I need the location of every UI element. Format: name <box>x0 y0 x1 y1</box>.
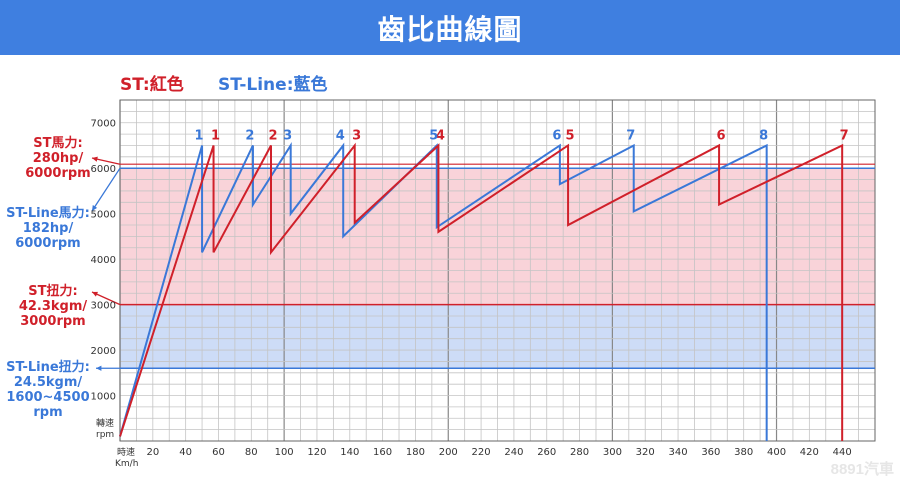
x-axis-unit: Km/h <box>115 459 138 469</box>
st-hp-value: 280hp/ <box>32 151 84 166</box>
gear-label: 3 <box>352 128 361 143</box>
x-tick-label: 420 <box>800 447 819 458</box>
x-tick-label: 360 <box>701 447 720 458</box>
gear-label: 3 <box>283 128 292 143</box>
stl-hp-rpm: 6000rpm <box>15 236 81 251</box>
stl-tq-arrow-head <box>96 365 102 371</box>
st-tq-arrow-head <box>92 291 98 297</box>
x-tick-label: 400 <box>767 447 786 458</box>
stl-hp-arrow <box>91 167 121 212</box>
x-tick-label: 380 <box>734 447 753 458</box>
stl-tq-value: 24.5kgm/ <box>13 375 83 390</box>
gear-label: 7 <box>840 128 849 143</box>
plot-frame <box>119 99 876 442</box>
st-hp-rpm: 6000rpm <box>25 166 91 181</box>
gear-label: 4 <box>336 128 345 143</box>
st-hp-arrow-head <box>92 156 98 162</box>
st-line-horsepower-label: ST-Line馬力: 182hp/ 6000rpm <box>2 206 94 251</box>
series-line-st <box>119 142 844 441</box>
x-tick-label: 40 <box>179 447 192 458</box>
y-tick-label: 4000 <box>91 255 116 266</box>
watermark-logo: 8891汽車 <box>830 461 894 478</box>
y-tick-label: 5000 <box>91 210 116 221</box>
x-tick-label: 160 <box>373 447 392 458</box>
st-torque-label: ST扭力: 42.3kgm/ 3000rpm <box>12 284 94 329</box>
st-hp-title: ST馬力: <box>33 136 83 151</box>
gear-label: 6 <box>552 128 561 143</box>
x-tick-label: 220 <box>472 447 491 458</box>
stl-tq-range: 1600~4500 <box>6 390 90 405</box>
x-axis-label: 時速 <box>117 447 135 458</box>
y-tick-label: 6000 <box>91 164 116 175</box>
stl-hp-arrow-head <box>92 205 98 211</box>
st-tq-title: ST扭力: <box>28 284 78 299</box>
x-tick-label: 100 <box>275 447 294 458</box>
y-tick-label: 2000 <box>91 346 116 357</box>
x-tick-label: 300 <box>603 447 622 458</box>
gear-label: 6 <box>717 128 726 143</box>
x-tick-label: 180 <box>406 447 425 458</box>
gear-label: 1 <box>195 128 204 143</box>
st-tq-rpm: 3000rpm <box>20 314 86 329</box>
x-tick-label: 140 <box>340 447 359 458</box>
x-tick-label: 240 <box>504 447 523 458</box>
gear-label: 1 <box>211 128 220 143</box>
gear-label: 5 <box>566 128 575 143</box>
y-tick-label: 7000 <box>91 119 116 130</box>
x-tick-label: 260 <box>537 447 556 458</box>
title-banner: 齒比曲線圖 <box>0 0 900 55</box>
gear-label: 4 <box>436 128 445 143</box>
x-tick-label: 120 <box>307 447 326 458</box>
gear-label: 2 <box>245 128 254 143</box>
stl-hp-title: ST-Line馬力: <box>6 206 90 221</box>
x-tick-label: 280 <box>570 447 589 458</box>
gear-label: 8 <box>759 128 768 143</box>
y-axis-label: 轉速 <box>96 417 114 429</box>
gear-label: 5 <box>429 128 438 143</box>
x-tick-label: 20 <box>146 447 159 458</box>
x-tick-label: 200 <box>439 447 458 458</box>
st-horsepower-label: ST馬力: 280hp/ 6000rpm <box>18 136 98 181</box>
x-tick-label: 320 <box>636 447 655 458</box>
x-tick-label: 440 <box>833 447 852 458</box>
gear-label: 2 <box>268 128 277 143</box>
stl-hp-value: 182hp/ <box>22 221 74 236</box>
x-tick-label: 60 <box>212 447 225 458</box>
st-line-torque-label: ST-Line扭力: 24.5kgm/ 1600~4500 rpm <box>2 360 94 420</box>
gear-label: 7 <box>626 128 635 143</box>
x-tick-label: 340 <box>668 447 687 458</box>
legend-st-line: ST-Line:藍色 <box>218 75 328 95</box>
stl-tq-title: ST-Line扭力: <box>6 360 90 375</box>
st-tq-value: 42.3kgm/ <box>18 299 88 314</box>
page-title: 齒比曲線圖 <box>377 12 523 46</box>
series-line-stline <box>119 142 768 441</box>
stl-tq-rpm: rpm <box>33 405 63 420</box>
x-tick-label: 80 <box>245 447 258 458</box>
y-tick-label: 1000 <box>91 392 116 403</box>
y-tick-label: 3000 <box>91 301 116 312</box>
legend-st: ST:紅色 <box>120 75 184 95</box>
y-axis-unit: rpm <box>96 430 114 440</box>
